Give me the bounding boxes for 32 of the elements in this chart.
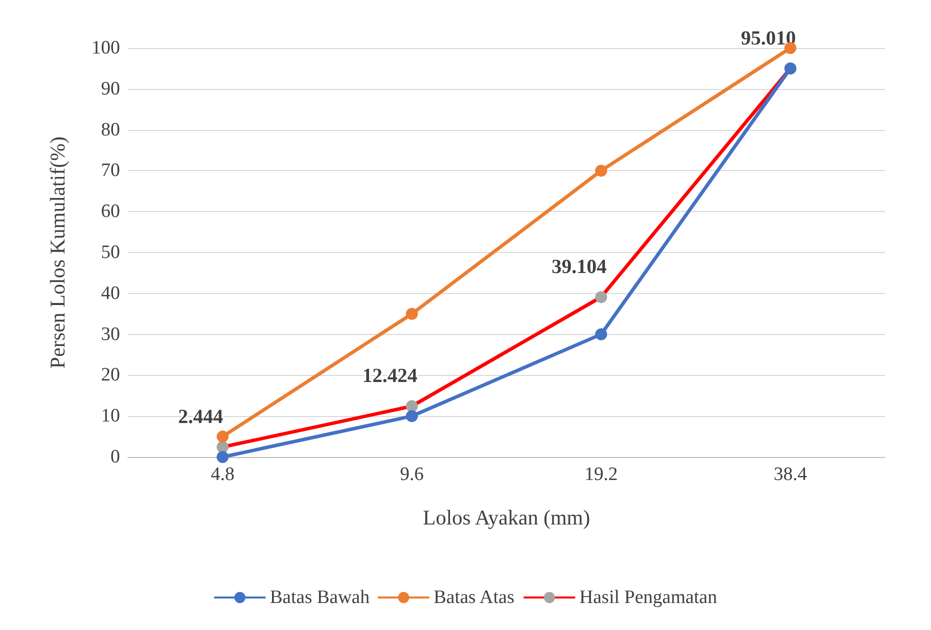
x-tick-label: 9.6: [400, 464, 424, 485]
y-tick-label: 30: [101, 324, 120, 345]
y-tick-label: 80: [101, 119, 120, 140]
legend-label: Batas Bawah: [270, 587, 370, 608]
y-axis-title: Persen Lolos Kumulatif(%): [46, 136, 70, 369]
y-tick-label: 20: [101, 364, 120, 386]
data-label: 2.444: [178, 406, 224, 428]
point: [216, 451, 229, 463]
data-label: 39.104: [552, 256, 607, 278]
x-axis-title: Lolos Ayakan (mm): [422, 506, 590, 530]
y-tick-label: 10: [101, 406, 120, 427]
y-tick-label: 40: [101, 282, 120, 304]
x-tick-label: 19.2: [584, 464, 618, 485]
point: [216, 430, 229, 443]
x-tick-label: 38.4: [774, 464, 808, 485]
point: [595, 164, 608, 177]
y-tick-label: 0: [110, 446, 120, 468]
point: [595, 291, 608, 304]
point: [595, 328, 608, 340]
x-tick-label: 4.8: [210, 464, 234, 485]
point: [406, 400, 418, 412]
point: [406, 410, 418, 422]
point: [406, 308, 418, 320]
y-tick-label: 60: [101, 201, 120, 222]
y-tick-label: 50: [101, 242, 120, 263]
data-label: 12.424: [362, 365, 418, 388]
y-tick-label: 100: [92, 38, 120, 58]
data-label: 95.010: [740, 27, 796, 50]
y-tick-label: 70: [101, 160, 120, 182]
y-tick-label: 90: [101, 78, 120, 100]
legend-label: Hasil Pengamatan: [579, 587, 718, 608]
legend-label: Batas Atas: [434, 587, 514, 608]
